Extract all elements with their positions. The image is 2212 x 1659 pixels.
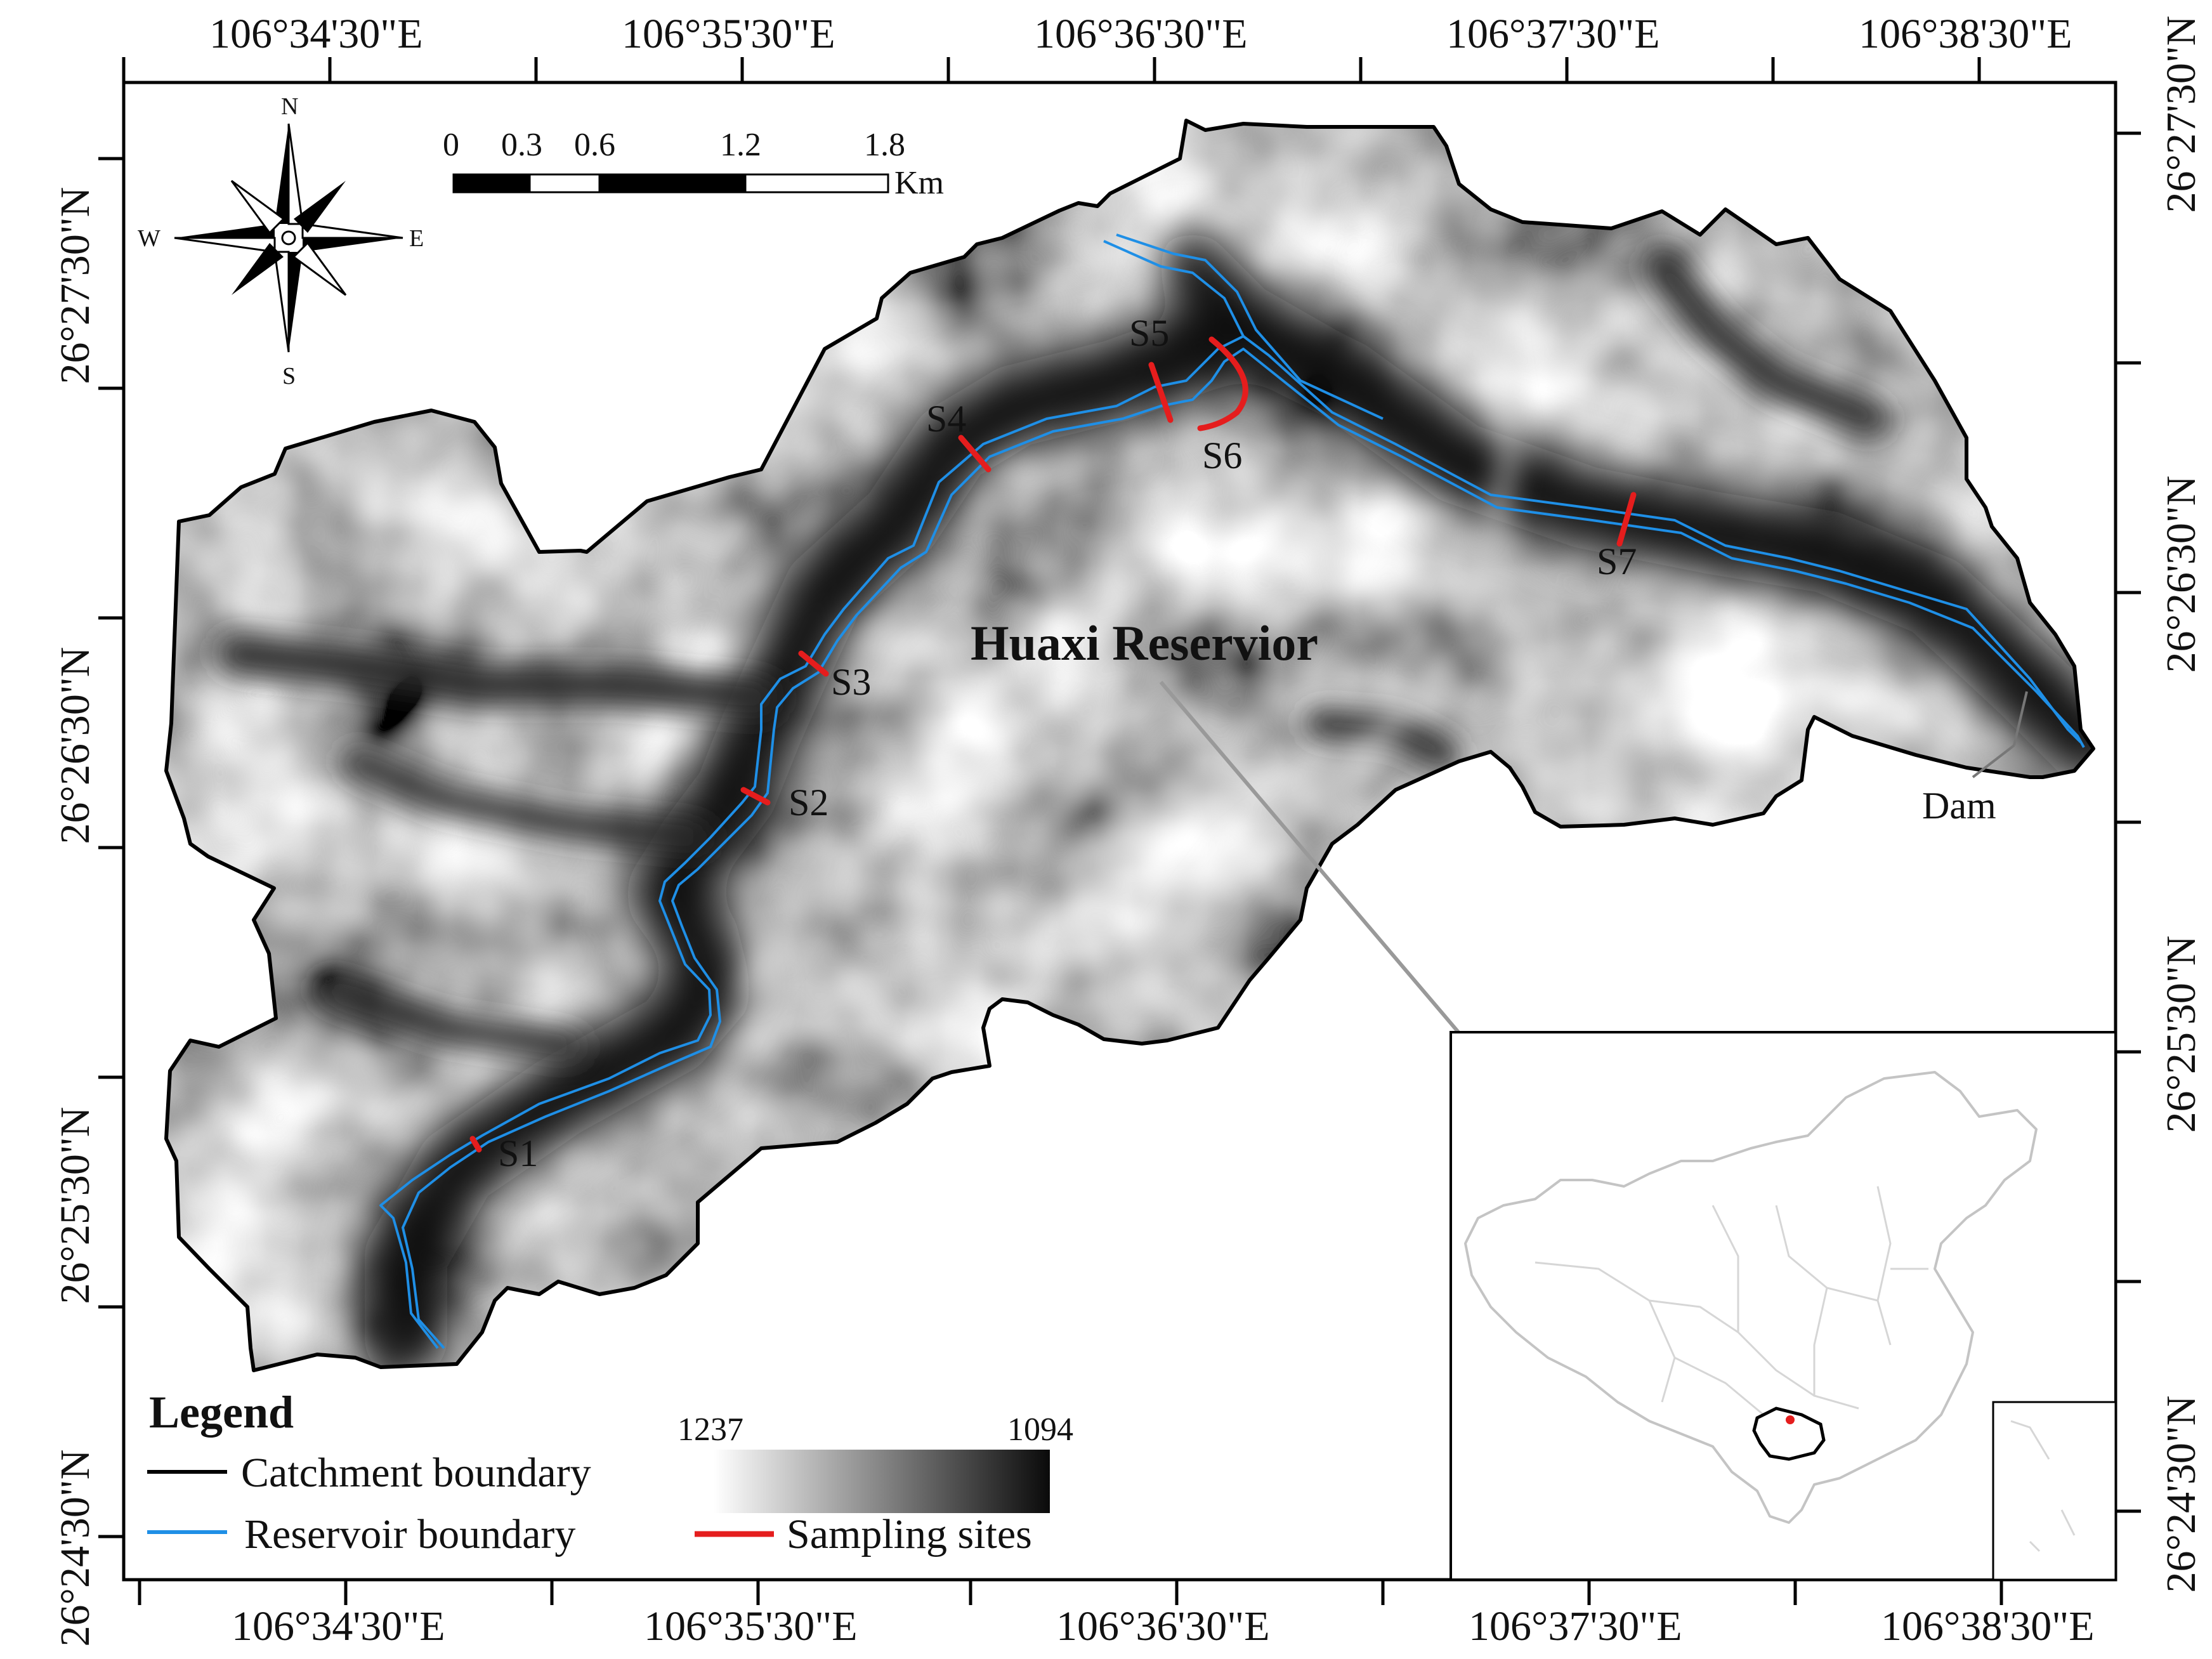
frame-ticks (98, 57, 2141, 1605)
site-label-s5: S5 (1129, 312, 1169, 354)
sampling-site-s1-mark (469, 1136, 482, 1153)
site-label-s7: S7 (1597, 541, 1637, 582)
lon-label-bottom-3: 106°36'30"E (1056, 1603, 1270, 1649)
lat-label-right-3: 26°25'30"N (2158, 936, 2204, 1133)
scale-bar: 0 0.3 0.6 1.2 1.8 Km (443, 127, 944, 201)
study-area-marker (1786, 1415, 1795, 1424)
scale-tick-1: 0.3 (501, 127, 542, 163)
lon-label-bottom-5: 106°38'30"E (1881, 1603, 2095, 1649)
dam-label: Dam (1922, 785, 1996, 827)
sampling-sites (469, 336, 1637, 1153)
scale-tick-0: 0 (443, 127, 459, 163)
lon-label-top-1: 106°34'30"E (209, 11, 423, 57)
china-outline (1464, 1071, 2038, 1524)
legend-sampling-label: Sampling sites (787, 1511, 1032, 1557)
sampling-site-s7-mark (1616, 492, 1637, 547)
elevation-colorbar (714, 1450, 1050, 1513)
reservoir-title: Huaxi Reservior (971, 615, 1318, 671)
compass-west: W (138, 225, 160, 252)
sampling-site-s2-mark (740, 787, 771, 806)
scale-tick-3: 1.2 (720, 127, 761, 163)
north-arrow: N S E W (138, 93, 424, 390)
reservoir-boundary (379, 233, 2085, 1349)
dam-pointer (2013, 691, 2028, 746)
lat-label-left-1: 26°27'30"N (52, 187, 98, 384)
scale-unit: Km (894, 165, 944, 201)
sampling-site-s3-mark (798, 650, 829, 677)
legend-reservoir-label: Reservoir boundary (244, 1511, 575, 1557)
scale-tick-2: 0.6 (574, 127, 615, 163)
colorbar-label-right: 1094 (1007, 1412, 1073, 1448)
lon-label-top-2: 106°35'30"E (622, 11, 835, 57)
legend-title: Legend (149, 1387, 294, 1438)
lon-label-bottom-4: 106°37'30"E (1469, 1603, 1682, 1649)
lat-label-right-1: 26°27'30"N (2158, 16, 2204, 213)
site-label-s2: S2 (789, 782, 828, 823)
lon-label-top-3: 106°36'30"E (1034, 11, 1248, 57)
lat-label-left-2: 26°26'30"N (52, 647, 98, 844)
scale-tick-4: 1.8 (864, 127, 905, 163)
site-label-s4: S4 (926, 398, 966, 440)
compass-north: N (281, 93, 298, 120)
legend-catchment-label: Catchment boundary (241, 1450, 591, 1496)
lat-label-left-4: 26°24'30"N (52, 1450, 98, 1647)
legend: Legend Catchment boundary Reservoir boun… (147, 1387, 1073, 1557)
sampling-site-s5-mark (1148, 362, 1174, 423)
inset-map (1450, 1031, 2117, 1581)
site-label-s3: S3 (831, 661, 871, 703)
guizhou-province-outline (1752, 1407, 1826, 1461)
lat-label-right-4: 26°24'30"N (2158, 1396, 2204, 1593)
site-label-s1: S1 (498, 1132, 538, 1174)
lon-label-bottom-2: 106°35'30"E (644, 1603, 858, 1649)
compass-south: S (282, 363, 296, 390)
catchment-boundary (164, 119, 2095, 1372)
lat-label-right-2: 26°26'30"N (2158, 476, 2204, 673)
sampling-site-s6-mark (1197, 336, 1248, 431)
south-china-sea-inset (1992, 1401, 2117, 1581)
colorbar-label-left: 1237 (677, 1412, 743, 1448)
lon-label-bottom-1: 106°34'30"E (232, 1603, 445, 1649)
lon-label-top-4: 106°37'30"E (1446, 11, 1660, 57)
lat-label-left-3: 26°25'30"N (52, 1107, 98, 1304)
sampling-site-s4-mark (958, 435, 991, 473)
site-label-s6: S6 (1202, 435, 1242, 476)
lon-label-top-5: 106°38'30"E (1859, 11, 2072, 57)
compass-east: E (409, 225, 424, 252)
